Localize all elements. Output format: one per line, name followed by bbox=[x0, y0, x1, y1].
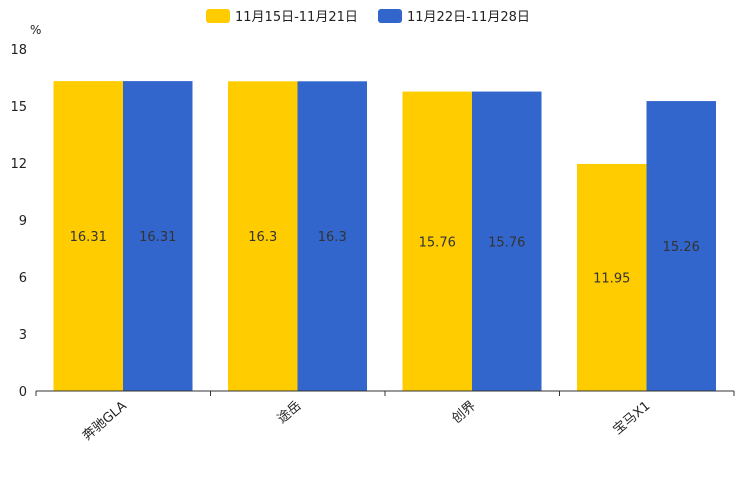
legend: 11月15日-11月21日 11月22日-11月28日 bbox=[206, 9, 530, 25]
bar-series-2-1[interactable] bbox=[123, 81, 193, 392]
legend-label: 11月22日-11月28日 bbox=[407, 10, 530, 25]
y-tick-label: 12 bbox=[10, 157, 27, 172]
data-label: 15.76 bbox=[488, 235, 525, 250]
bar-series-1-2[interactable] bbox=[228, 81, 298, 392]
bar-series-2-4[interactable] bbox=[646, 101, 717, 391]
x-category-label: 创界 bbox=[449, 399, 479, 427]
y-tick-label: 6 bbox=[19, 271, 27, 286]
bar-series-2-3[interactable] bbox=[472, 91, 542, 391]
bar-series-1-3[interactable] bbox=[402, 91, 473, 391]
data-label: 16.3 bbox=[318, 230, 347, 245]
legend-label: 11月15日-11月21日 bbox=[235, 10, 358, 25]
data-label: 15.76 bbox=[419, 235, 456, 250]
y-tick-label: 0 bbox=[19, 385, 27, 400]
y-tick-label: 9 bbox=[19, 214, 27, 229]
bar-series-1-4[interactable] bbox=[577, 163, 647, 391]
y-axis: 0 3 6 9 12 15 18 bbox=[10, 43, 27, 400]
data-label: 16.31 bbox=[70, 230, 107, 245]
x-category-label: 奔驰GLA bbox=[80, 399, 130, 444]
bars bbox=[53, 81, 717, 392]
x-category-label: 宝马X1 bbox=[611, 399, 654, 438]
y-tick-label: 18 bbox=[10, 43, 27, 58]
data-labels: 16.31 16.31 16.3 16.3 15.76 15.76 11.95 15.26 bbox=[70, 230, 700, 286]
x-axis: 奔驰GLA 途岳 创界 宝马X1 bbox=[35, 390, 735, 444]
data-label: 15.26 bbox=[663, 240, 700, 255]
data-label: 11.95 bbox=[593, 271, 630, 286]
legend-item-2[interactable]: 11月22日-11月28日 bbox=[378, 9, 530, 25]
legend-item-1[interactable]: 11月15日-11月21日 bbox=[206, 9, 358, 25]
y-axis-unit: % bbox=[30, 23, 41, 37]
data-label: 16.31 bbox=[139, 230, 176, 245]
bar-series-2-2[interactable] bbox=[297, 81, 368, 392]
legend-swatch bbox=[206, 9, 230, 23]
data-label: 16.3 bbox=[248, 230, 277, 245]
x-category-label: 途岳 bbox=[274, 398, 304, 427]
legend-swatch bbox=[378, 9, 402, 23]
bar-series-1-1[interactable] bbox=[53, 81, 124, 392]
y-tick-label: 15 bbox=[10, 100, 27, 115]
y-tick-label: 3 bbox=[19, 328, 27, 343]
